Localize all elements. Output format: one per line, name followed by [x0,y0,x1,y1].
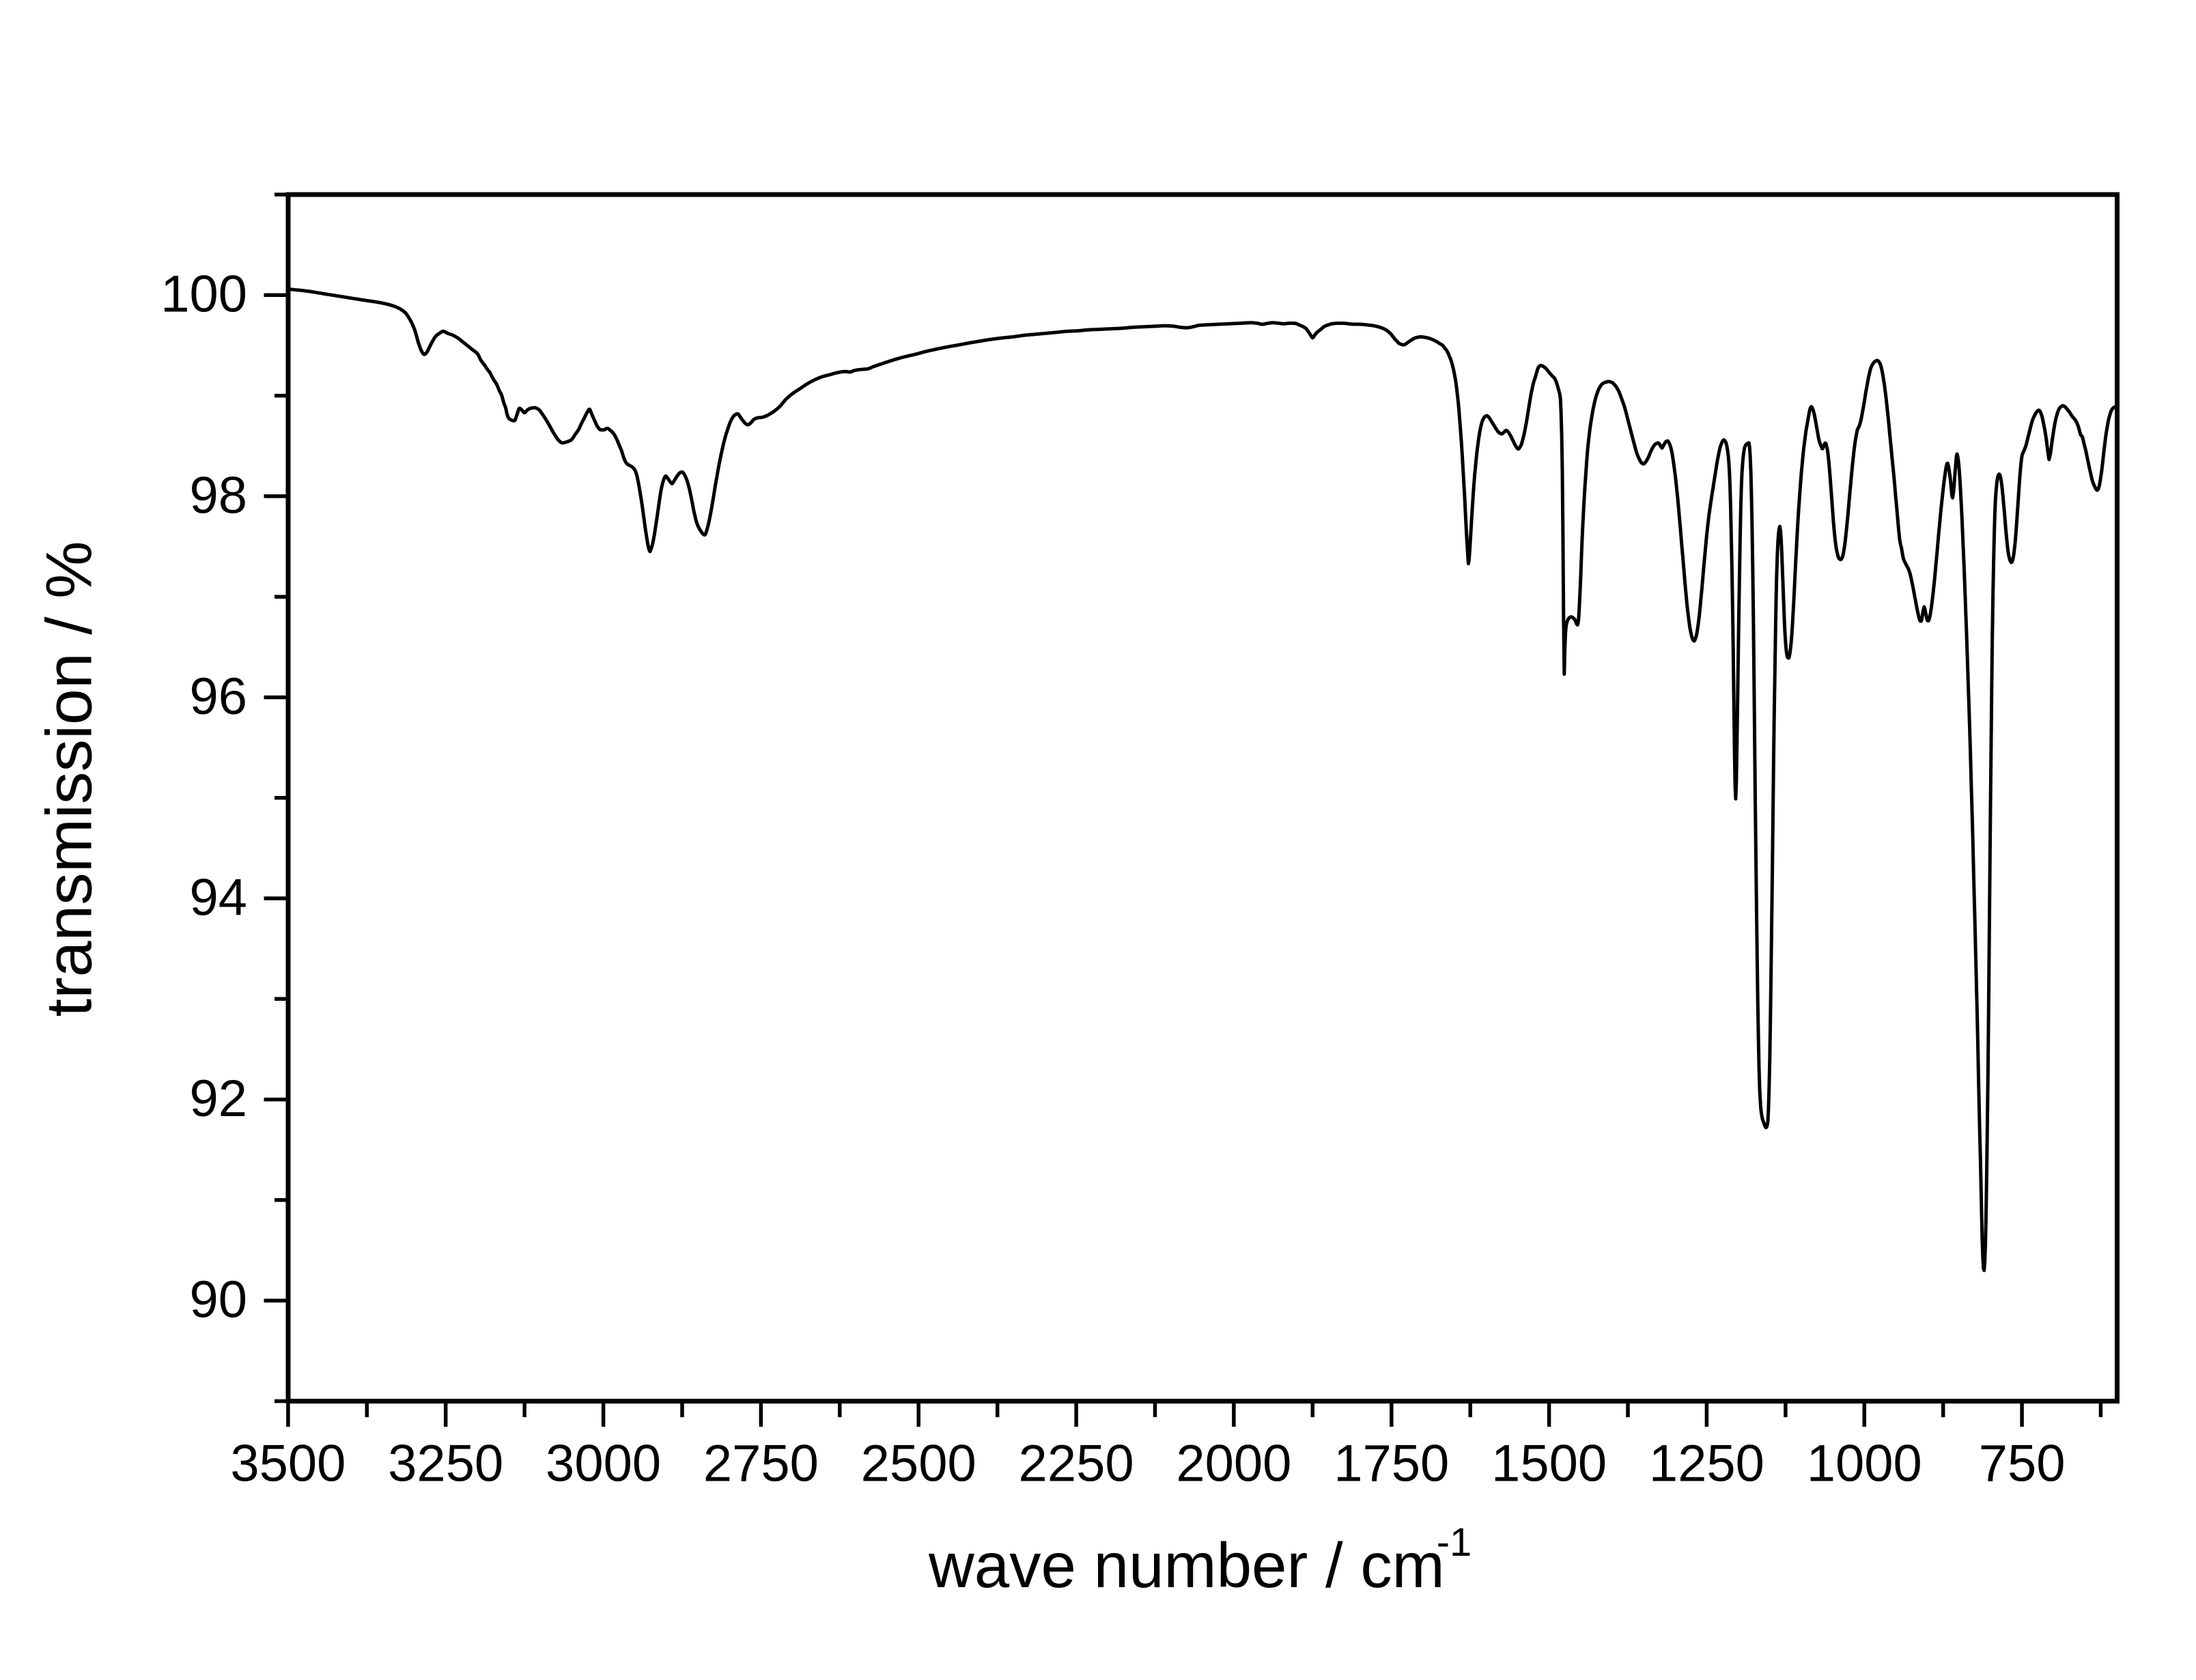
svg-text:3250: 3250 [388,1435,503,1493]
svg-text:wave number / cm-1: wave number / cm-1 [928,1520,1472,1601]
svg-text:96: 96 [189,668,247,726]
svg-text:94: 94 [189,868,247,926]
svg-text:3500: 3500 [230,1435,346,1493]
svg-text:90: 90 [189,1271,247,1329]
svg-text:2750: 2750 [703,1435,819,1493]
svg-text:1000: 1000 [1807,1435,1922,1493]
svg-text:750: 750 [1979,1435,2066,1493]
svg-text:1500: 1500 [1491,1435,1607,1493]
svg-text:transmission / %: transmission / % [33,541,106,1017]
svg-text:2500: 2500 [861,1435,976,1493]
svg-text:1750: 1750 [1334,1435,1449,1493]
svg-text:98: 98 [189,466,247,524]
svg-text:1250: 1250 [1649,1435,1764,1493]
svg-text:92: 92 [189,1070,247,1128]
svg-text:2250: 2250 [1019,1435,1134,1493]
svg-text:2000: 2000 [1176,1435,1291,1493]
svg-text:100: 100 [160,266,247,324]
svg-text:3000: 3000 [546,1435,661,1493]
